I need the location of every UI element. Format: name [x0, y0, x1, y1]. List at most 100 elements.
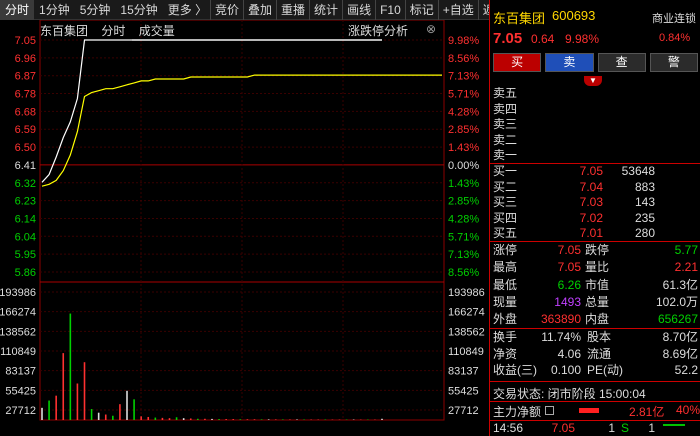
volume-tick-label: 110849: [448, 346, 484, 358]
intraday-chart[interactable]: 7.05 9.98% 6.96 8.56% 6.87 7.13% 6.78 5.71% 6.68…: [0, 20, 488, 436]
divider: [490, 241, 700, 242]
volume-tick-label: 27712: [5, 405, 36, 417]
pct-tick-label: 5.71%: [448, 89, 479, 101]
query-button[interactable]: 查: [597, 53, 646, 72]
average-line: [41, 74, 382, 187]
volume-tick-label: 193986: [0, 287, 36, 299]
stat-row: 收益(三) 0.100 PE(动) 52.2: [493, 363, 698, 377]
flow-label: 主力净额: [493, 405, 542, 419]
price-tick-label: 5.86: [15, 267, 36, 279]
flow-bar: [579, 408, 599, 413]
bid-row: 买二 7.04 883: [493, 179, 655, 194]
chart-title: 东百集团 分时 成交量: [40, 22, 185, 39]
divider: [490, 163, 700, 164]
auction-button[interactable]: 竞价: [210, 0, 243, 20]
draw-line-button[interactable]: 画线: [342, 0, 375, 20]
chart-mode-label: 分时: [101, 24, 126, 38]
chart-frame: [39, 20, 445, 421]
pct-tick-label: 7.13%: [448, 249, 479, 261]
f10-button[interactable]: F10: [375, 0, 405, 20]
stock-code: 600693: [552, 8, 596, 23]
volume-tick-label: 138562: [448, 326, 485, 338]
ask-row: 卖一: [493, 148, 518, 162]
price-tick-label: 5.95: [15, 249, 36, 261]
overlay-button[interactable]: 叠加: [243, 0, 276, 20]
stat-row: 现量 1493 总量 102.0万: [493, 294, 698, 309]
stat-row: 外盘 363890 内盘 656267: [493, 312, 698, 327]
tick-bar: [663, 424, 685, 434]
ask-row: 卖四: [493, 101, 518, 116]
mark-button[interactable]: 标记: [404, 0, 438, 20]
industry-name[interactable]: 商业连锁: [652, 13, 696, 25]
pct-tick-label: 9.98%: [448, 35, 479, 47]
pct-tick-label: 8.56%: [448, 53, 479, 65]
volume-tick-label: 27712: [448, 405, 479, 417]
divider: [490, 420, 700, 421]
pct-tick-label: 8.56%: [448, 267, 479, 279]
statistics-button[interactable]: 统计: [309, 0, 342, 20]
price-tick-label: 6.23: [15, 196, 36, 208]
price-tick-label: 6.41: [15, 160, 36, 172]
quote-panel: 东百集团 600693 商业连锁 7.05 0.64 9.98% 0.84% 买…: [489, 0, 700, 436]
stat-row: 净资 4.06 流通 8.69亿: [493, 346, 698, 361]
ask-row: 卖五: [493, 86, 518, 100]
trading-status: 交易状态: 闭市阶段 15:00:04: [493, 387, 646, 401]
volume-tick-label: 166274: [448, 307, 485, 319]
flow-pct: 40%: [676, 403, 700, 417]
limit-analysis-button[interactable]: 涨跌停分析: [348, 24, 409, 38]
pct-tick-label: 4.28%: [448, 213, 479, 225]
ask-row: 卖二: [493, 132, 518, 147]
tab-1min[interactable]: 1分钟: [39, 2, 70, 17]
main-net-flow[interactable]: 主力净额 2.81亿 40%: [493, 403, 700, 419]
divider: [490, 381, 700, 382]
company-stats: 换手 11.74% 股本 8.70亿 净资 4.06 流通 8.69亿 收益(三) 0.100…: [493, 329, 698, 379]
stat-row: 最低 6.26 市值 61.3亿: [493, 277, 698, 292]
chart-toolbar: 分时 1分钟 5分钟 15分钟 更多 〉 竞价 叠加 重播 统计 画线 F10 …: [0, 0, 507, 20]
volume-tick-label: 166274: [0, 307, 36, 319]
add-watchlist-button[interactable]: +自选: [437, 0, 478, 20]
close-icon[interactable]: ⊗: [426, 22, 437, 36]
price-change: 0.64: [531, 32, 555, 46]
chart-stock-name: 东百集团: [40, 24, 89, 38]
volume-tick-label: 83137: [448, 366, 479, 378]
pct-tick-label: 2.85%: [448, 124, 479, 136]
stat-row: 换手 11.74% 股本 8.70亿: [493, 330, 698, 344]
bid-book: 买一 7.05 53648 买二 7.04 883 买三 7.03 143 买四 7.02 23…: [493, 164, 698, 242]
stat-row: 最高 7.05 量比 2.21: [493, 260, 698, 275]
sell-button[interactable]: 卖: [545, 53, 594, 72]
price-row: 7.05 0.64 9.98% 0.84%: [493, 30, 698, 50]
pct-tick-label: 4.28%: [448, 106, 479, 118]
price-tick-label: 6.87: [15, 71, 36, 83]
volume-tick-label: 138562: [0, 326, 36, 338]
quote-header: 东百集团 600693 商业连锁: [490, 0, 700, 30]
stock-name: 东百集团: [493, 11, 546, 26]
divider: [490, 328, 700, 329]
pct-tick-label: 5.71%: [448, 231, 479, 243]
tab-intraday[interactable]: 分时: [0, 0, 35, 20]
ask-row: 卖三: [493, 117, 518, 131]
volume-tick-label: 110849: [0, 346, 36, 358]
replay-button[interactable]: 重播: [276, 0, 309, 20]
pct-tick-label: 1.43%: [448, 178, 479, 190]
stat-row: 涨停 7.05 跌停 5.77: [493, 243, 698, 257]
price-tick-label: 6.68: [15, 106, 36, 118]
buy-button[interactable]: 买: [493, 53, 542, 72]
chevron-down-icon[interactable]: ▼: [584, 76, 602, 86]
price-tick-label: 6.32: [15, 178, 36, 190]
chart-volume-label: 成交量: [138, 24, 175, 38]
alert-button[interactable]: 警: [649, 53, 698, 72]
tab-15min[interactable]: 15分钟: [120, 2, 158, 17]
bid-row: 买五 7.01 280: [493, 226, 655, 240]
expand-icon[interactable]: [545, 406, 554, 415]
pct-tick-label: 0.00%: [448, 160, 479, 172]
tab-more[interactable]: 更多 〉: [167, 2, 208, 17]
tick-row: 14:56 7.05 1 S 1: [493, 421, 698, 435]
bid-row: 买一 7.05 53648: [493, 164, 655, 178]
price-tick-label: 6.78: [15, 89, 36, 101]
last-price: 7.05: [493, 30, 523, 47]
tab-5min[interactable]: 5分钟: [79, 2, 111, 17]
quote-stats: 涨停 7.05 跌停 5.77 最高 7.05 量比 2.21 最低 6.26 市值 61.3亿 …: [493, 242, 698, 328]
industry-change-pct: 0.84%: [659, 32, 691, 44]
volume-tick-label: 55425: [448, 385, 479, 397]
price-tick-label: 6.59: [15, 124, 36, 136]
